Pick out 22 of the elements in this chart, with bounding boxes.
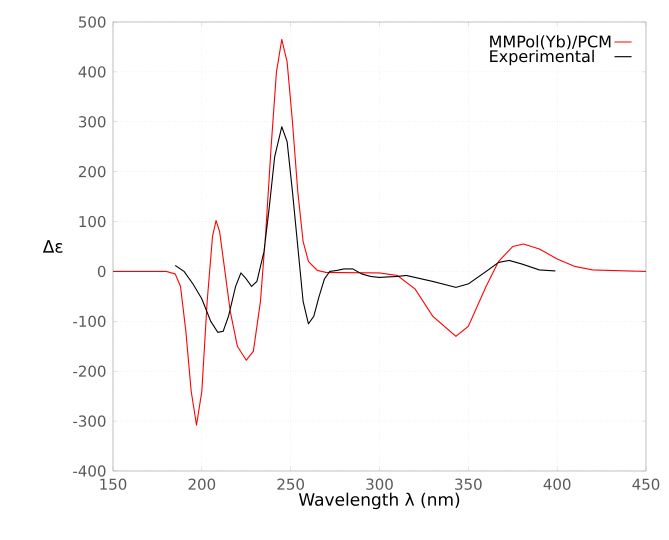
x-tick-label: 250 [277,478,304,490]
y-tick-label: -100 [73,316,106,327]
x-axis-title: Wavelength λ (nm) [298,492,460,510]
x-tick-label: 450 [632,478,660,490]
y-tick-label: -200 [73,366,106,377]
y-tick-label: -400 [73,465,106,477]
x-tick-label: 300 [366,478,393,490]
x-tick-label: 150 [100,478,126,490]
x-tick-label: 400 [544,478,570,490]
legend-label: MMPol(Yb)/PCM [490,35,610,50]
x-tick-label: 200 [188,478,216,490]
x-tick-label: 350 [455,478,482,490]
y-axis-title: Δε [42,240,62,253]
y-tick-label: 500 [79,16,106,28]
y-tick-label: 300 [78,116,106,128]
legend-label: Experimental [490,50,594,66]
y-tick-label: 200 [78,166,106,178]
line-series [174,126,556,333]
y-tick-label: -300 [73,415,106,427]
y-tick-label: 400 [78,66,106,78]
y-tick-label: 100 [79,216,106,228]
y-tick-label: 0 [98,266,106,278]
